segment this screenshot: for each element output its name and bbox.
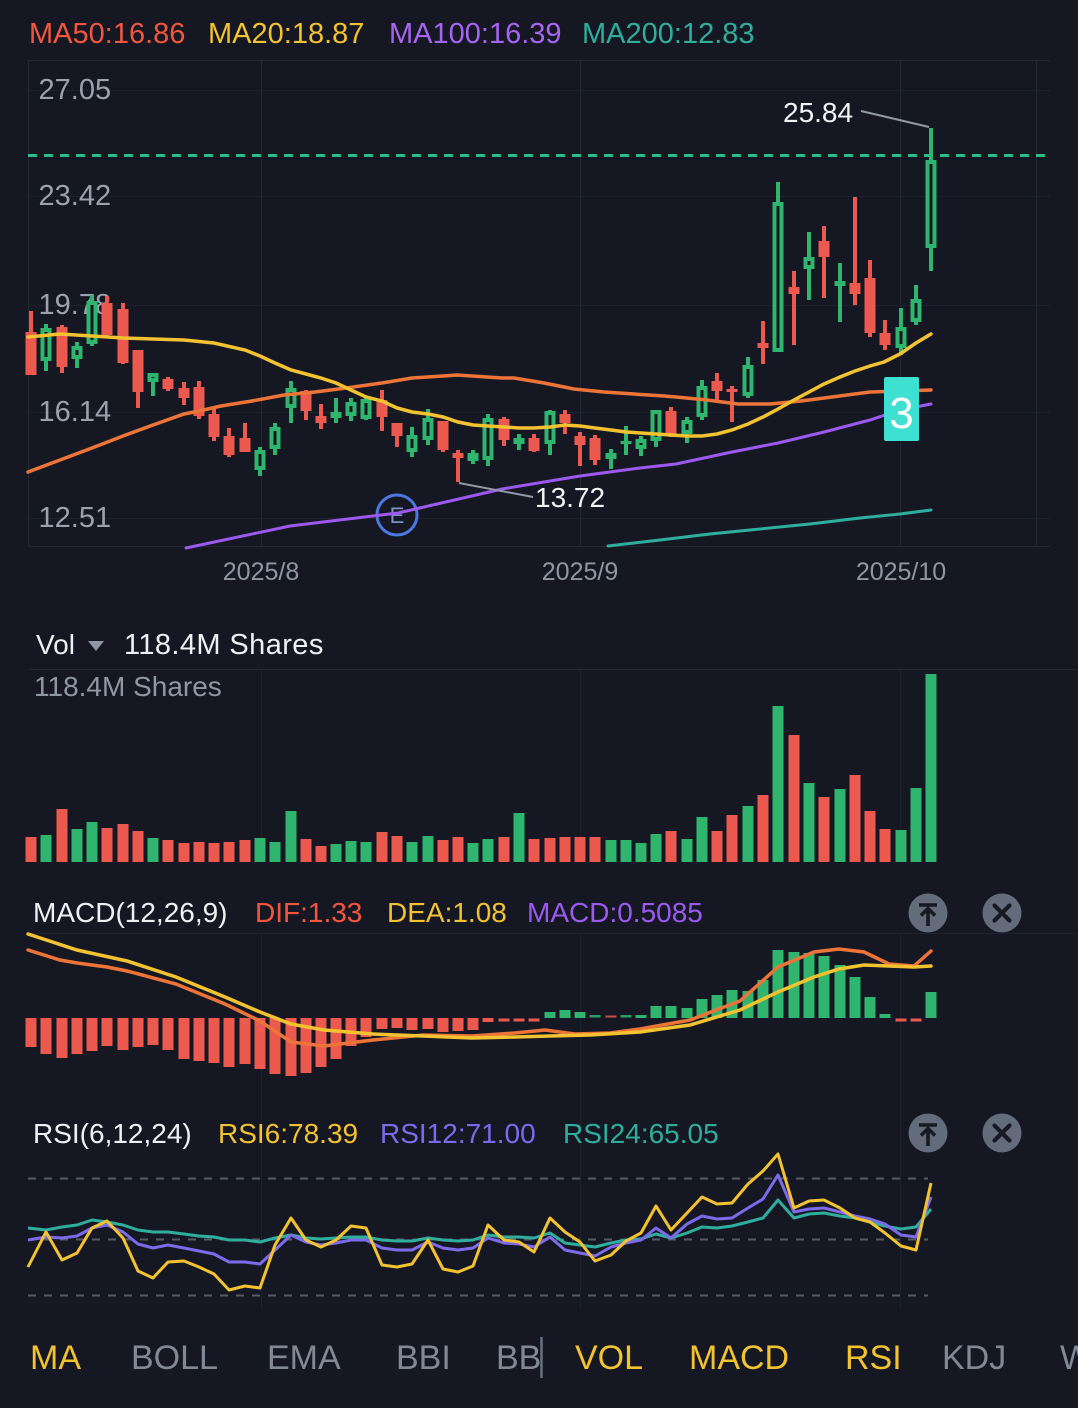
svg-text:118.4M Shares: 118.4M Shares xyxy=(34,671,222,702)
svg-text:DIF:1.33: DIF:1.33 xyxy=(255,897,362,928)
svg-text:23.42: 23.42 xyxy=(39,180,112,212)
svg-text:13.72: 13.72 xyxy=(535,482,605,513)
svg-text:MA50:16.86: MA50:16.86 xyxy=(29,18,185,50)
svg-text:RSI6:78.39: RSI6:78.39 xyxy=(218,1118,358,1149)
svg-text:E: E xyxy=(390,503,405,528)
svg-text:118.4M Shares: 118.4M Shares xyxy=(124,629,324,661)
svg-text:EMA: EMA xyxy=(267,1339,341,1377)
svg-text:19.78: 19.78 xyxy=(39,289,112,321)
svg-text:VOL: VOL xyxy=(575,1339,643,1377)
svg-text:27.05: 27.05 xyxy=(39,74,112,106)
svg-text:BBI: BBI xyxy=(396,1339,451,1377)
svg-text:RSI24:65.05: RSI24:65.05 xyxy=(563,1118,719,1149)
svg-text:MACD(12,26,9): MACD(12,26,9) xyxy=(33,897,228,928)
svg-text:MA100:16.39: MA100:16.39 xyxy=(389,18,562,50)
svg-text:16.14: 16.14 xyxy=(39,396,112,428)
svg-text:MACD:0.5085: MACD:0.5085 xyxy=(527,897,703,928)
svg-text:RSI(6,12,24): RSI(6,12,24) xyxy=(33,1118,192,1149)
svg-text:2025/8: 2025/8 xyxy=(223,558,299,586)
svg-text:12.51: 12.51 xyxy=(39,502,112,534)
svg-text:MACD: MACD xyxy=(689,1339,789,1377)
svg-text:W: W xyxy=(1060,1339,1078,1377)
svg-text:Vol: Vol xyxy=(36,629,75,660)
svg-text:RSI12:71.00: RSI12:71.00 xyxy=(380,1118,536,1149)
svg-text:2025/10: 2025/10 xyxy=(856,558,946,586)
svg-text:MA200:12.83: MA200:12.83 xyxy=(582,18,755,50)
svg-text:3: 3 xyxy=(889,389,913,438)
svg-text:DEA:1.08: DEA:1.08 xyxy=(387,897,507,928)
svg-text:25.84: 25.84 xyxy=(783,97,853,128)
svg-text:KDJ: KDJ xyxy=(942,1339,1006,1377)
svg-text:BOLL: BOLL xyxy=(131,1339,218,1377)
svg-text:MA20:18.87: MA20:18.87 xyxy=(208,18,364,50)
svg-text:2025/9: 2025/9 xyxy=(542,558,618,586)
svg-text:BB: BB xyxy=(496,1339,541,1377)
svg-text:RSI: RSI xyxy=(845,1339,902,1377)
svg-text:MA: MA xyxy=(30,1339,81,1377)
